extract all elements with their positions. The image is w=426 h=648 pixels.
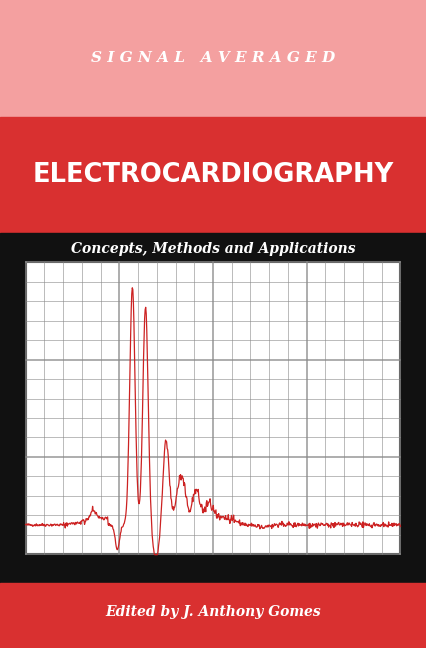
Text: Edited by J. Anthony Gomes: Edited by J. Anthony Gomes	[105, 605, 321, 619]
Bar	[0, 0, 426, 117]
Text: Concepts, Methods and Applications: Concepts, Methods and Applications	[71, 242, 355, 257]
Bar	[26, 262, 400, 554]
Text: ELECTROCARDIOGRAPHY: ELECTROCARDIOGRAPHY	[32, 162, 394, 188]
Bar	[0, 233, 426, 583]
Bar	[0, 117, 426, 233]
Text: S I G N A L   A V E R A G E D: S I G N A L A V E R A G E D	[91, 51, 335, 65]
Bar	[0, 583, 426, 648]
